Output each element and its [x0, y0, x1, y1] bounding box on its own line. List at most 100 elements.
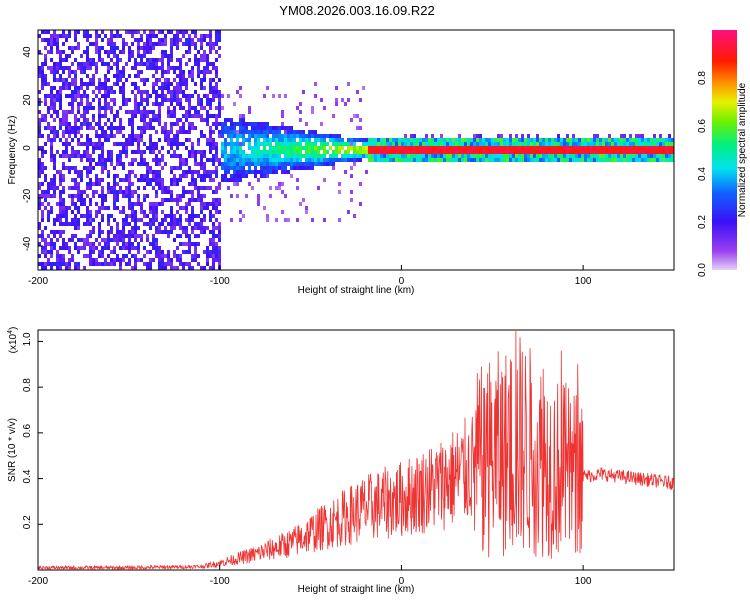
spectrogram-cell: [146, 262, 149, 266]
spectrogram-cell: [557, 158, 560, 162]
spectrogram-cell: [668, 134, 671, 138]
spectrogram-cell: [191, 170, 194, 174]
spectrogram-cell: [167, 230, 170, 234]
spectrogram-cell: [251, 162, 254, 166]
spectrogram-cell: [179, 126, 182, 130]
spectrogram-cell: [167, 134, 170, 138]
spectrogram-cell: [125, 262, 128, 266]
spectrogram-cell: [113, 74, 116, 78]
spectrogram-cell: [242, 162, 245, 166]
spectrogram-ytick-label: -20: [22, 188, 33, 203]
spectrogram-cell: [224, 162, 227, 166]
spectrogram-cell: [122, 190, 125, 194]
spectrogram-cell: [296, 106, 299, 110]
spectrogram-cell: [68, 54, 71, 58]
spectrogram-cell: [119, 234, 122, 238]
spectrogram-cell: [233, 158, 236, 162]
spectrogram-cell: [176, 218, 179, 222]
spectrogram-cell: [179, 130, 182, 134]
spectrogram-cell: [134, 62, 137, 66]
spectrogram-cell: [116, 226, 119, 230]
spectrogram-cell: [605, 146, 608, 150]
spectrogram-cell: [536, 154, 539, 158]
spectrogram-cell: [149, 150, 152, 154]
spectrogram-cell: [185, 146, 188, 150]
spectrogram-cell: [305, 146, 308, 150]
spectrogram-cell: [86, 154, 89, 158]
spectrogram-cell: [143, 126, 146, 130]
spectrogram-cell: [212, 242, 215, 246]
spectrogram-cell: [140, 54, 143, 58]
spectrogram-cell: [176, 146, 179, 150]
spectrogram-cell: [206, 158, 209, 162]
spectrogram-cell: [542, 150, 545, 154]
spectrogram-cell: [494, 138, 497, 142]
spectrogram-cell: [332, 154, 335, 158]
spectrogram-cell: [257, 170, 260, 174]
spectrogram-cell: [110, 238, 113, 242]
spectrogram-cell: [293, 150, 296, 154]
spectrogram-cell: [644, 154, 647, 158]
spectrogram-cell: [44, 94, 47, 98]
spectrogram-cell: [110, 154, 113, 158]
spectrogram-cell: [149, 38, 152, 42]
spectrogram-cell: [479, 150, 482, 154]
spectrogram-cell: [335, 86, 338, 90]
spectrogram-cell: [386, 146, 389, 150]
spectrogram-cell: [62, 42, 65, 46]
spectrogram-cell: [74, 74, 77, 78]
spectrogram-cell: [50, 34, 53, 38]
spectrogram-cell: [62, 142, 65, 146]
spectrogram-cell: [206, 186, 209, 190]
spectrogram-cell: [50, 238, 53, 242]
spectrogram-cell: [92, 246, 95, 250]
spectrogram-cell: [170, 182, 173, 186]
spectrogram-cell: [266, 150, 269, 154]
spectrogram-cell: [194, 162, 197, 166]
spectrogram-cell: [50, 150, 53, 154]
spectrogram-cell: [47, 214, 50, 218]
spectrogram-cell: [83, 166, 86, 170]
spectrogram-cell: [212, 142, 215, 146]
spectrogram-cell: [320, 142, 323, 146]
spectrogram-cell: [209, 102, 212, 106]
spectrogram-cell: [104, 34, 107, 38]
spectrogram-cell: [164, 78, 167, 82]
spectrogram-cell: [113, 98, 116, 102]
spectrogram-cell: [104, 130, 107, 134]
spectrogram-cell: [257, 158, 260, 162]
spectrogram-cell: [170, 142, 173, 146]
spectrogram-cell: [653, 134, 656, 138]
spectrogram-cell: [65, 266, 68, 270]
spectrogram-cell: [62, 50, 65, 54]
spectrogram-cell: [65, 126, 68, 130]
spectrogram-cell: [224, 130, 227, 134]
spectrogram-cell: [317, 154, 320, 158]
spectrogram-cell: [179, 242, 182, 246]
spectrogram-cell: [392, 150, 395, 154]
spectrogram-cell: [401, 146, 404, 150]
spectrogram-cell: [143, 198, 146, 202]
spectrogram-cell: [464, 146, 467, 150]
spectrogram-cell: [182, 114, 185, 118]
spectrogram-cell: [89, 138, 92, 142]
spectrogram-cell: [65, 142, 68, 146]
spectrogram-cell: [44, 46, 47, 50]
spectrogram-cell: [92, 118, 95, 122]
spectrogram-cell: [38, 242, 41, 246]
spectrogram-cell: [101, 86, 104, 90]
spectrogram-cell: [140, 118, 143, 122]
spectrogram-cell: [593, 138, 596, 142]
spectrogram-cell: [179, 98, 182, 102]
spectrogram-cell: [191, 210, 194, 214]
spectrogram-cell: [179, 226, 182, 230]
spectrogram-cell: [146, 98, 149, 102]
spectrogram-cell: [83, 106, 86, 110]
spectrogram-cell: [245, 138, 248, 142]
spectrogram-cell: [263, 166, 266, 170]
spectrogram-cell: [155, 130, 158, 134]
spectrogram-cell: [659, 146, 662, 150]
spectrogram-cell: [191, 190, 194, 194]
spectrogram-cell: [548, 154, 551, 158]
spectrogram-cell: [125, 138, 128, 142]
